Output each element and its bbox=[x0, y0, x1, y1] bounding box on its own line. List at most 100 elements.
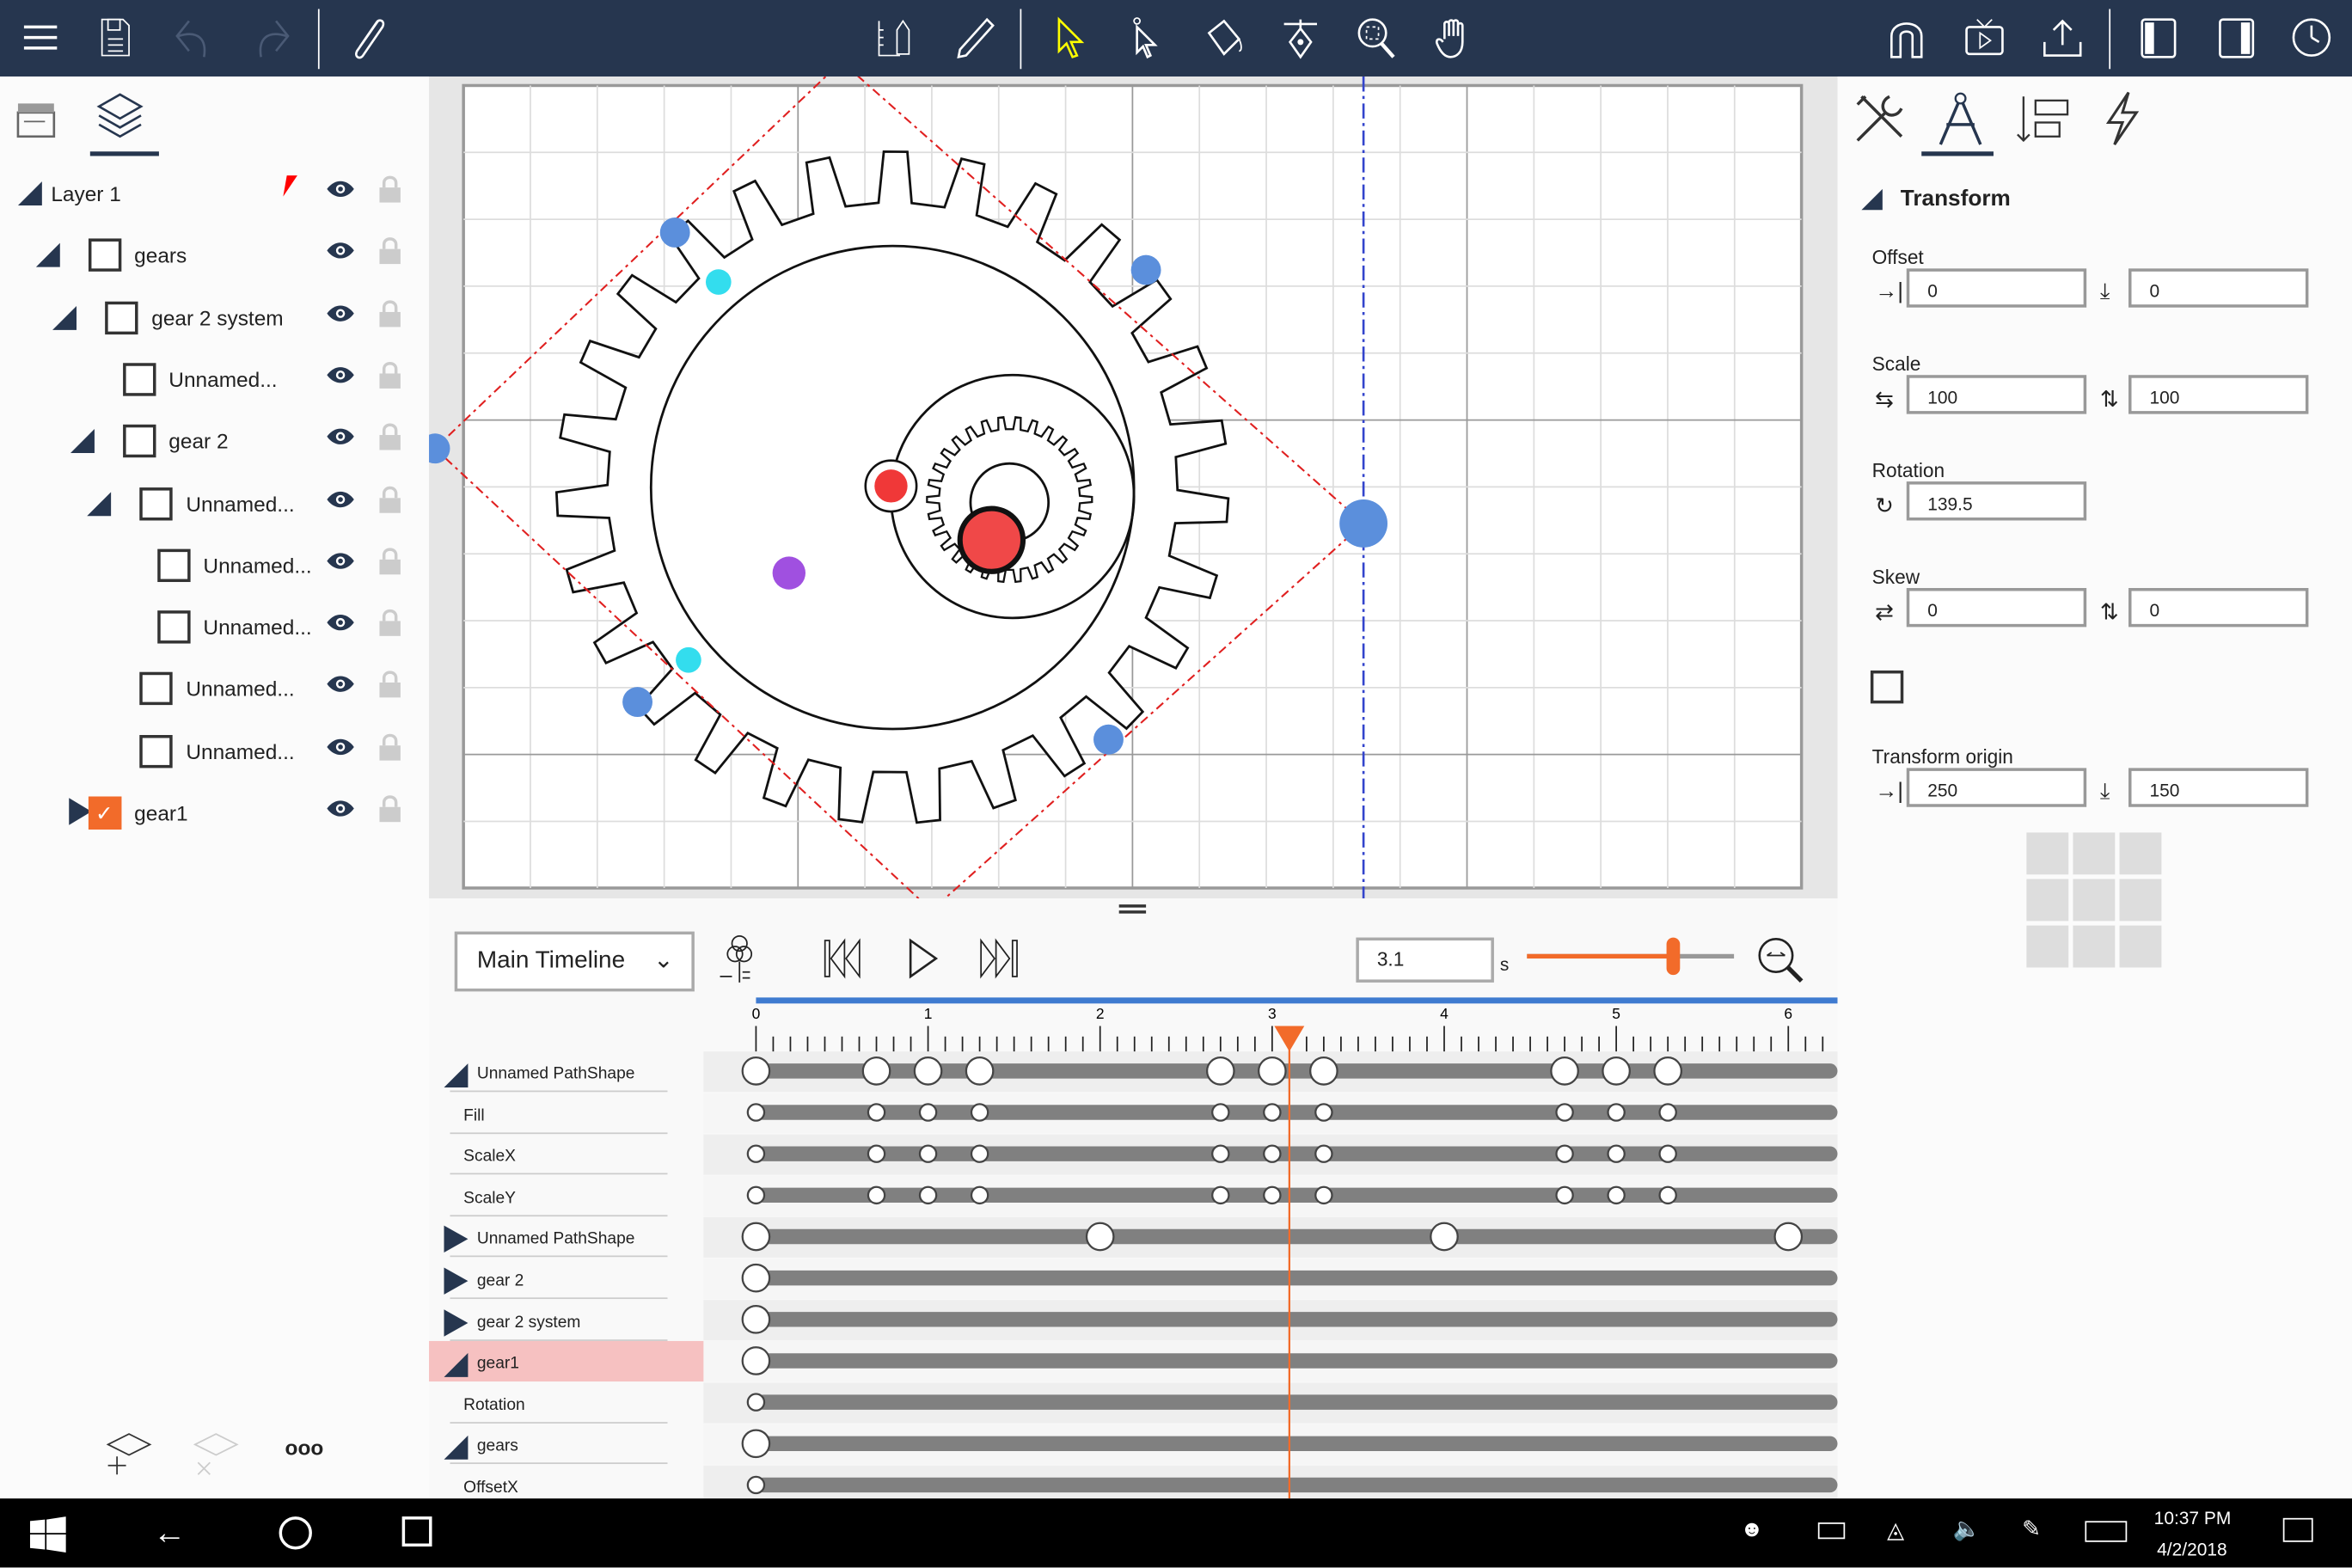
rotation-x-field[interactable]: 139.5 bbox=[1906, 481, 2087, 521]
layer-row[interactable]: Unnamed... bbox=[0, 665, 429, 710]
checkbox[interactable] bbox=[1870, 670, 1904, 704]
save-icon[interactable] bbox=[87, 9, 144, 65]
expand-triangle-icon[interactable] bbox=[17, 181, 42, 206]
origin-cell[interactable] bbox=[2119, 879, 2162, 922]
eye-icon[interactable] bbox=[326, 303, 356, 323]
skip-start-icon[interactable] bbox=[822, 938, 867, 988]
wifi-icon[interactable]: ◬ bbox=[1887, 1517, 1905, 1544]
timeline-row[interactable]: ScaleY bbox=[429, 1176, 703, 1216]
visibility-checkbox[interactable] bbox=[139, 672, 173, 706]
timeline-row[interactable]: ScaleX bbox=[429, 1134, 703, 1175]
notifications-icon[interactable] bbox=[2282, 1517, 2313, 1542]
layer-row[interactable]: Layer 1 bbox=[0, 169, 429, 214]
timeline-row[interactable]: Fill bbox=[429, 1093, 703, 1134]
lock-icon[interactable] bbox=[378, 236, 401, 266]
layer-row[interactable]: Unnamed... bbox=[0, 355, 429, 400]
lock-icon[interactable] bbox=[378, 546, 401, 576]
visibility-checkbox[interactable] bbox=[122, 425, 156, 458]
preview-icon[interactable] bbox=[1956, 9, 2012, 65]
pen-icon[interactable]: ✎ bbox=[2022, 1516, 2042, 1542]
offset-x-field[interactable]: 0 bbox=[1906, 268, 2087, 308]
origin-cell[interactable] bbox=[2119, 925, 2162, 968]
visibility-checkbox[interactable]: ✓ bbox=[88, 796, 121, 830]
collapse-triangle-icon[interactable] bbox=[444, 1308, 469, 1336]
visibility-checkbox[interactable] bbox=[139, 734, 173, 768]
eye-icon[interactable] bbox=[326, 736, 356, 756]
eye-icon[interactable] bbox=[326, 798, 356, 818]
lock-icon[interactable] bbox=[378, 360, 401, 390]
collapse-triangle-icon[interactable] bbox=[444, 1226, 469, 1253]
tools-icon[interactable] bbox=[1849, 89, 1909, 149]
lock-icon[interactable] bbox=[378, 793, 401, 824]
zoom-slider[interactable] bbox=[1527, 937, 1735, 976]
origin-cell[interactable] bbox=[2073, 879, 2116, 922]
remove-layer-icon[interactable] bbox=[192, 1426, 242, 1485]
timeline-dropdown[interactable]: Main Timeline ⌄ bbox=[454, 931, 695, 992]
timeline-row[interactable]: gear 2 system bbox=[429, 1300, 703, 1341]
eye-icon[interactable] bbox=[326, 612, 356, 633]
cortana-icon[interactable] bbox=[279, 1516, 312, 1550]
timer-icon[interactable] bbox=[2283, 9, 2340, 65]
origin-cell[interactable] bbox=[2119, 832, 2162, 875]
add-layer-icon[interactable] bbox=[105, 1426, 156, 1485]
expand-triangle-icon[interactable] bbox=[444, 1436, 469, 1461]
layer-row[interactable]: Unnamed... bbox=[0, 603, 429, 648]
skew-y-field[interactable]: 0 bbox=[2128, 588, 2309, 628]
undo-icon[interactable] bbox=[165, 9, 222, 65]
eye-icon[interactable] bbox=[326, 364, 356, 385]
clock-time[interactable]: 10:37 PM bbox=[2153, 1507, 2232, 1529]
timeline-row[interactable]: Unnamed PathShape bbox=[429, 1051, 703, 1093]
visibility-checkbox[interactable] bbox=[122, 363, 156, 396]
attach-icon[interactable] bbox=[339, 9, 395, 65]
task-view-icon[interactable] bbox=[401, 1516, 432, 1547]
eye-icon[interactable] bbox=[326, 241, 356, 261]
time-input[interactable]: 3.1 bbox=[1356, 937, 1494, 983]
volume-icon[interactable]: 🔈 bbox=[1952, 1516, 1981, 1542]
visibility-checkbox[interactable] bbox=[156, 610, 190, 644]
visibility-checkbox[interactable] bbox=[105, 301, 138, 334]
lightning-icon[interactable] bbox=[2092, 89, 2153, 149]
origin-cell[interactable] bbox=[2026, 879, 2069, 922]
export-icon[interactable] bbox=[2034, 9, 2091, 65]
timeline-row[interactable]: gear1 bbox=[429, 1341, 704, 1382]
origin-cell[interactable] bbox=[2026, 832, 2069, 875]
add-keyframe-icon[interactable] bbox=[717, 932, 762, 994]
clock-date[interactable]: 4/2/2018 bbox=[2157, 1539, 2227, 1560]
expand-triangle-icon[interactable] bbox=[52, 305, 77, 330]
lock-icon[interactable] bbox=[378, 174, 401, 204]
expand-triangle-icon[interactable] bbox=[87, 491, 112, 516]
expand-triangle-icon[interactable] bbox=[35, 243, 59, 268]
layer-row[interactable]: gear 2 bbox=[0, 417, 429, 462]
eye-icon[interactable] bbox=[326, 488, 356, 509]
timeline-clapper-icon[interactable] bbox=[12, 91, 63, 142]
skew-x-field[interactable]: 0 bbox=[1906, 588, 2087, 628]
pencil-icon[interactable] bbox=[945, 9, 1001, 65]
lock-icon[interactable] bbox=[378, 608, 401, 638]
skip-end-icon[interactable] bbox=[978, 938, 1023, 988]
splitter-handle[interactable] bbox=[1118, 904, 1147, 914]
windows-start-icon[interactable] bbox=[29, 1516, 66, 1560]
magnet-icon[interactable] bbox=[1878, 9, 1935, 65]
lock-icon[interactable] bbox=[378, 484, 401, 514]
lock-icon[interactable] bbox=[378, 732, 401, 762]
battery-icon[interactable] bbox=[1817, 1522, 1846, 1540]
eye-icon[interactable] bbox=[326, 674, 356, 695]
expand-triangle-icon[interactable] bbox=[444, 1353, 469, 1378]
hand-icon[interactable] bbox=[1425, 9, 1482, 65]
visibility-checkbox[interactable] bbox=[156, 548, 190, 582]
layer-row[interactable]: gear 2 system bbox=[0, 293, 429, 338]
lock-icon[interactable] bbox=[378, 670, 401, 700]
scale-y-field[interactable]: 100 bbox=[2128, 375, 2309, 414]
layers-icon[interactable] bbox=[89, 89, 159, 157]
select-arrow-icon[interactable] bbox=[1041, 9, 1098, 65]
back-icon[interactable]: ← bbox=[152, 1513, 187, 1552]
drawing-canvas[interactable] bbox=[429, 76, 1838, 899]
menu-icon[interactable] bbox=[12, 9, 69, 65]
layer-row[interactable]: gears bbox=[0, 231, 429, 276]
lock-icon[interactable] bbox=[378, 298, 401, 328]
redo-icon[interactable] bbox=[243, 9, 300, 65]
timeline-row[interactable]: gears bbox=[429, 1424, 703, 1465]
scale-x-field[interactable]: 100 bbox=[1906, 375, 2087, 414]
visibility-checkbox[interactable] bbox=[88, 238, 121, 273]
origin-cell[interactable] bbox=[2026, 925, 2069, 968]
